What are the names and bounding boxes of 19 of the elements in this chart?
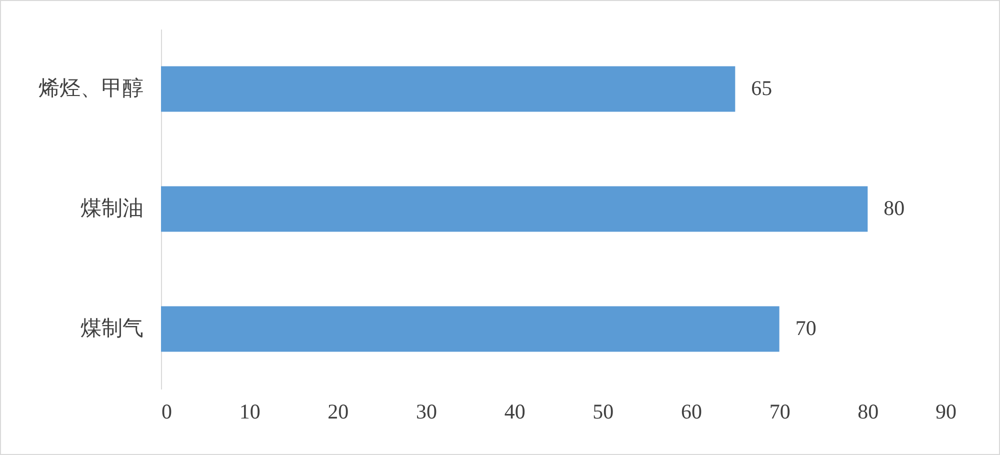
y-tick-label: 煤制油 xyxy=(80,196,144,220)
data-label: 70 xyxy=(795,316,816,340)
x-tick-label: 90 xyxy=(936,400,956,424)
bar xyxy=(161,306,780,352)
y-tick-label: 煤制气 xyxy=(80,316,144,340)
x-tick-label: 40 xyxy=(504,400,526,424)
bar xyxy=(161,66,736,112)
x-tick-label: 20 xyxy=(328,400,349,424)
x-tick-label: 80 xyxy=(858,400,879,424)
x-tick-label: 10 xyxy=(239,400,260,424)
x-tick-label: 70 xyxy=(769,400,790,424)
y-tick-label: 烯烃、甲醇 xyxy=(38,76,144,100)
data-label: 65 xyxy=(751,76,772,100)
x-tick-label: 0 xyxy=(162,400,172,424)
data-label: 80 xyxy=(884,196,905,220)
bar xyxy=(161,186,868,232)
x-tick-label: 60 xyxy=(681,400,702,424)
x-tick-label: 50 xyxy=(592,400,614,424)
x-tick-label: 30 xyxy=(416,400,437,424)
